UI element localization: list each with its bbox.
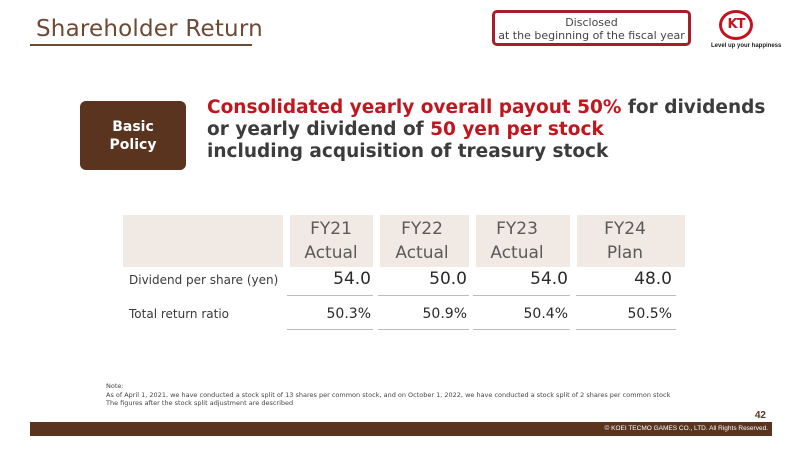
column-header-fy22: FY22 Actual [395,219,449,263]
basic-policy-label: Basic Policy [80,101,186,170]
footnote: Note: As of April 1, 2021, we have condu… [106,382,670,408]
row-divider [378,295,469,296]
header-separator [469,215,476,267]
row-divider [473,329,570,330]
header-separator [373,215,380,267]
policy-label-line2: Policy [109,136,157,153]
dividend-fy21: 54.0 [333,269,371,289]
dividend-highlight: 50 yen per stock [430,119,604,140]
policy-label-line1: Basic [112,118,154,135]
row-divider [576,295,676,296]
policy-line-1-rest: for dividends [621,97,766,118]
footer-bar: © KOEI TECMO GAMES CO., LTD. All Rights … [30,422,772,436]
column-header-fy23: FY23 Actual [490,219,544,263]
column-header-fy24: FY24 Plan [604,219,646,263]
company-logo: KT Level up your happiness [711,10,781,50]
row-divider [378,329,469,330]
return-ratio-fy23: 50.4% [523,306,568,322]
copyright-text: © KOEI TECMO GAMES CO., LTD. All Rights … [604,425,768,432]
row-divider [473,295,570,296]
row-label-return-ratio: Total return ratio [129,307,230,321]
column-header-fy21: FY21 Actual [304,219,358,263]
policy-line-2: or yearly dividend of 50 yen per stock [207,119,765,141]
footnote-stock-split: As of April 1, 2021, we have conducted a… [106,390,671,399]
return-ratio-fy21: 50.3% [326,306,371,322]
footnote-adjustment: The figures after the stock split adjust… [106,399,294,407]
dividend-fy23: 54.0 [530,269,568,289]
return-ratio-fy24: 50.5% [627,306,672,322]
row-divider [287,295,373,296]
footnote-heading: Note: [106,382,124,390]
policy-line-2-pre: or yearly dividend of [207,119,431,140]
policy-statement: Consolidated yearly overall payout 50% f… [207,97,765,163]
header-separator [283,215,290,267]
row-divider [287,329,373,330]
payout-highlight: Consolidated yearly overall payout 50% [207,97,622,118]
shareholder-return-table: FY21 Actual FY22 Actual FY23 Actual FY24… [123,215,685,330]
page-number: 42 [754,410,766,421]
kt-logo-icon: KT [719,10,753,40]
logo-tagline: Level up your happiness [711,43,782,49]
page-title: Shareholder Return [36,16,263,42]
row-divider [576,329,676,330]
policy-line-1: Consolidated yearly overall payout 50% f… [207,97,765,119]
disclosed-badge: Disclosed at the beginning of the fiscal… [492,10,691,46]
disclosed-subtext: at the beginning of the fiscal year [498,29,685,42]
dividend-fy24: 48.0 [634,269,672,289]
dividend-fy22: 50.0 [429,269,467,289]
title-underline [30,44,252,46]
policy-line-3: including acquisition of treasury stock [207,141,609,162]
disclosed-label: Disclosed [565,16,618,29]
header-separator [570,215,577,267]
table-header-band [123,215,685,267]
row-label-dividend: Dividend per share (yen) [129,273,279,287]
return-ratio-fy22: 50.9% [422,306,467,322]
